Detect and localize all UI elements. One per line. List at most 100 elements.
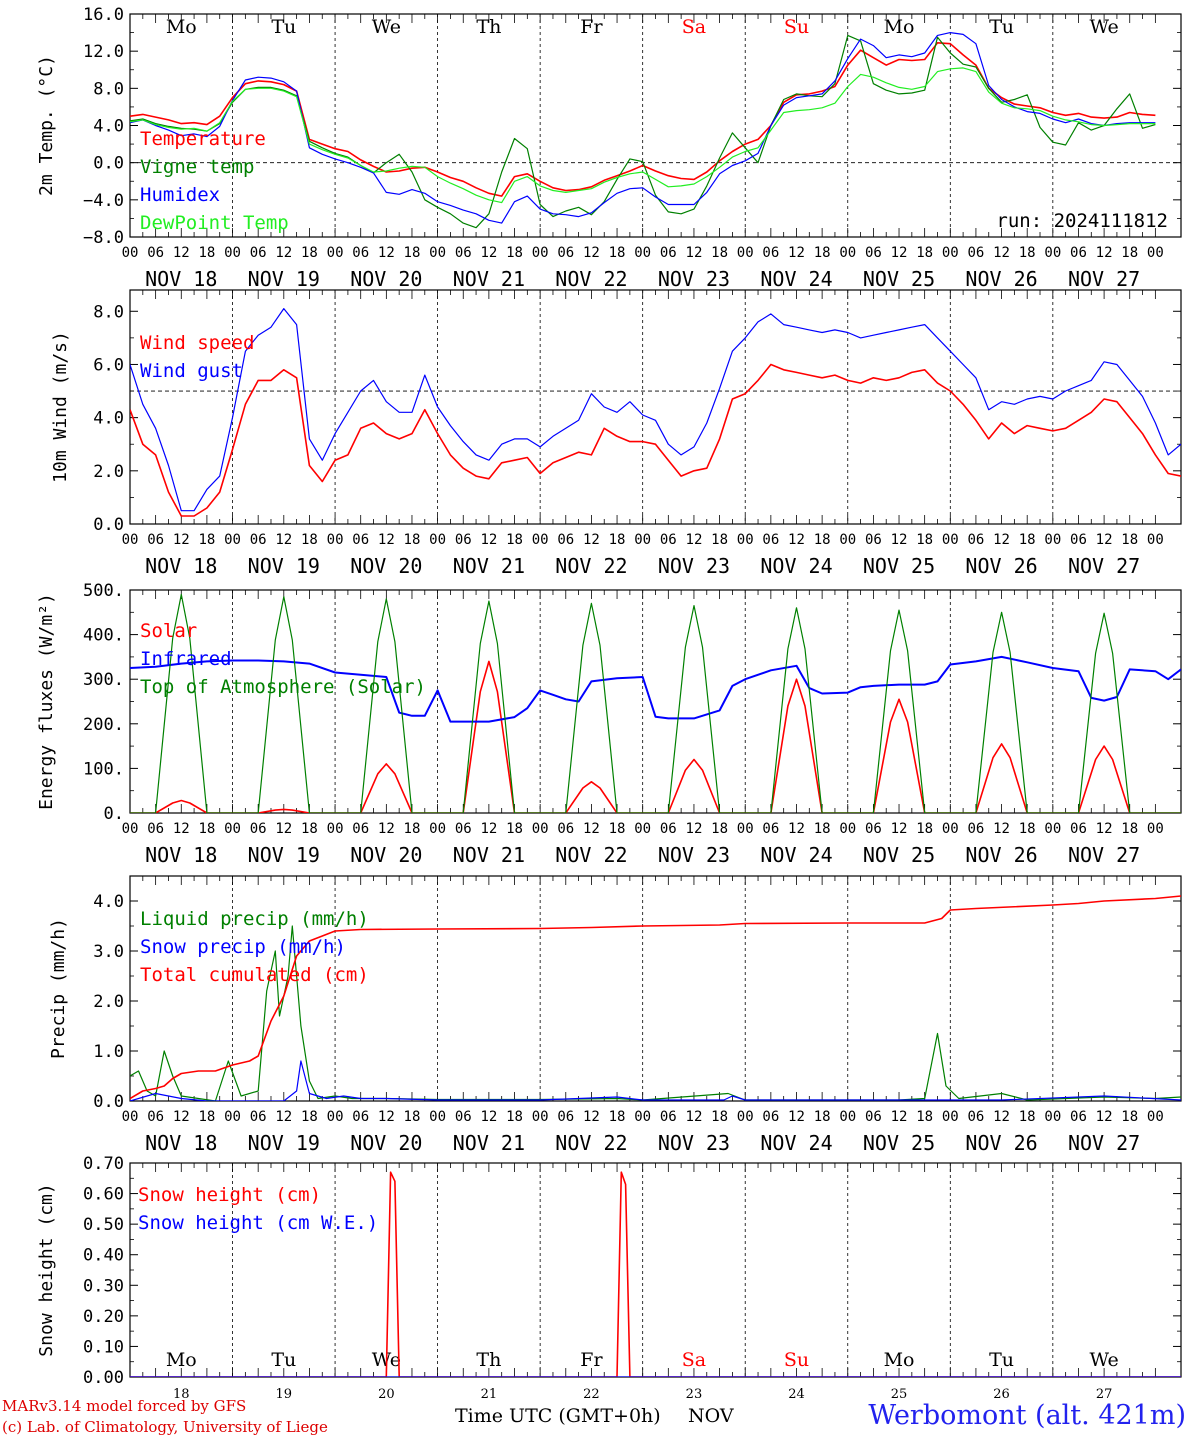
series-line	[130, 895, 1181, 1100]
series-line	[130, 32, 1156, 224]
hour-tick-label: 00	[1044, 1109, 1061, 1125]
hour-tick-label: 12	[891, 1109, 908, 1125]
hour-tick-label: 06	[147, 821, 164, 837]
date-label: NOV 18	[145, 1131, 217, 1155]
weekday-label: Fr	[580, 1349, 603, 1371]
day-number-label: 24	[788, 1387, 805, 1402]
series-line	[130, 925, 1181, 1101]
weekday-label: Sa	[682, 1349, 706, 1371]
date-label: NOV 23	[658, 843, 730, 867]
hour-tick-label: 06	[352, 245, 369, 261]
hour-tick-label: 06	[660, 532, 677, 548]
y-tick-label: 0.0	[93, 154, 124, 174]
y-tick-label: 200.	[83, 715, 124, 735]
hour-tick-label: 18	[198, 821, 215, 837]
hour-tick-label: 18	[814, 821, 831, 837]
hour-tick-label: 06	[660, 821, 677, 837]
weekday-label: Th	[476, 16, 501, 38]
day-number-label: 25	[891, 1387, 908, 1402]
hour-tick-label: 12	[891, 821, 908, 837]
y-tick-label: 0.40	[83, 1246, 124, 1266]
y-tick-label: 0.00	[83, 1368, 124, 1388]
y-tick-label: 4.0	[93, 892, 124, 912]
plot-frame	[129, 289, 1182, 525]
hour-tick-label: 18	[1121, 532, 1138, 548]
series-line	[130, 42, 1156, 197]
legend-entry: Temperature	[140, 128, 266, 150]
hour-tick-label: 12	[173, 532, 190, 548]
y-tick-label: 2.0	[93, 992, 124, 1012]
date-label: NOV 26	[965, 267, 1037, 291]
day-number-label: 23	[686, 1387, 703, 1402]
hour-tick-label: 00	[1147, 821, 1164, 837]
hour-tick-label: 06	[660, 1109, 677, 1125]
hour-tick-label: 06	[557, 1109, 574, 1125]
hour-tick-label: 18	[506, 532, 523, 548]
hour-tick-label: 06	[250, 1109, 267, 1125]
hour-tick-label: 12	[993, 821, 1010, 837]
hour-tick-label: 06	[762, 1109, 779, 1125]
hour-tick-label: 18	[1019, 1109, 1036, 1125]
hour-tick-label: 12	[480, 1109, 497, 1125]
y-axis-title: 10m Wind (m/s)	[50, 331, 71, 483]
date-label: NOV 19	[248, 843, 320, 867]
date-label: NOV 26	[965, 843, 1037, 867]
date-label: NOV 22	[555, 843, 627, 867]
weekday-label: We	[372, 16, 401, 38]
weekday-label: Tu	[271, 1349, 296, 1371]
hour-tick-label: 18	[1019, 245, 1036, 261]
date-label: NOV 24	[760, 1131, 832, 1155]
run-annotation: run: 2024111812	[996, 210, 1168, 232]
hour-tick-label: 12	[378, 245, 395, 261]
plot-frame	[129, 13, 1182, 238]
hour-tick-label: 12	[1096, 245, 1113, 261]
weekday-label: We	[1089, 16, 1118, 38]
hour-tick-label: 12	[480, 821, 497, 837]
hour-tick-label: 18	[404, 532, 421, 548]
y-tick-label: 1.0	[93, 1042, 124, 1062]
hour-tick-label: 06	[455, 532, 472, 548]
date-label: NOV 20	[350, 267, 422, 291]
y-axis-title: 2m Temp. (°C)	[36, 55, 57, 196]
hour-tick-label: 00	[122, 821, 139, 837]
hour-tick-label: 18	[711, 532, 728, 548]
hour-tick-label: 12	[788, 1109, 805, 1125]
hour-tick-label: 12	[788, 245, 805, 261]
y-axis-title: Snow height (cm)	[36, 1183, 57, 1356]
date-label: NOV 24	[760, 843, 832, 867]
y-tick-label: 0.70	[83, 1154, 124, 1174]
y-tick-label: 12.0	[83, 42, 124, 62]
y-axis-title: Precip (mm/h)	[48, 918, 69, 1059]
date-label: NOV 27	[1068, 1131, 1140, 1155]
hour-tick-label: 18	[506, 245, 523, 261]
hour-tick-label: 18	[711, 245, 728, 261]
legend-entry: Wind gust	[140, 360, 243, 382]
hour-tick-label: 18	[814, 1109, 831, 1125]
hour-tick-label: 00	[532, 1109, 549, 1125]
hour-tick-label: 12	[583, 245, 600, 261]
hour-tick-label: 12	[993, 245, 1010, 261]
series-line	[130, 308, 1181, 512]
hour-tick-label: 00	[532, 245, 549, 261]
hour-tick-label: 00	[1044, 245, 1061, 261]
y-tick-label: 0.10	[83, 1337, 124, 1357]
hour-tick-label: 06	[1070, 1109, 1087, 1125]
legend-entry: Top of Atmosphere (Solar)	[140, 676, 426, 698]
date-label: NOV 27	[1068, 843, 1140, 867]
hour-tick-label: 06	[147, 532, 164, 548]
hour-tick-label: 06	[762, 821, 779, 837]
hour-tick-label: 00	[839, 532, 856, 548]
weekday-label: Tu	[989, 16, 1014, 38]
day-number-label: 19	[276, 1387, 293, 1402]
hour-tick-label: 06	[250, 245, 267, 261]
hour-tick-label: 06	[250, 821, 267, 837]
hour-tick-label: 06	[1070, 245, 1087, 261]
weekday-label: Su	[784, 16, 809, 38]
hour-tick-label: 18	[814, 532, 831, 548]
day-number-label: 27	[1096, 1387, 1113, 1402]
legend-entry: Snow height (cm W.E.)	[138, 1212, 378, 1234]
panel-4: 0.0 1.0 2.0 3.0 4.0 Precip (mm/h) 00 06 12 18 00 06…	[48, 875, 1182, 1155]
date-label: NOV 24	[760, 267, 832, 291]
hour-tick-label: 18	[198, 245, 215, 261]
hour-tick-label: 18	[1121, 245, 1138, 261]
